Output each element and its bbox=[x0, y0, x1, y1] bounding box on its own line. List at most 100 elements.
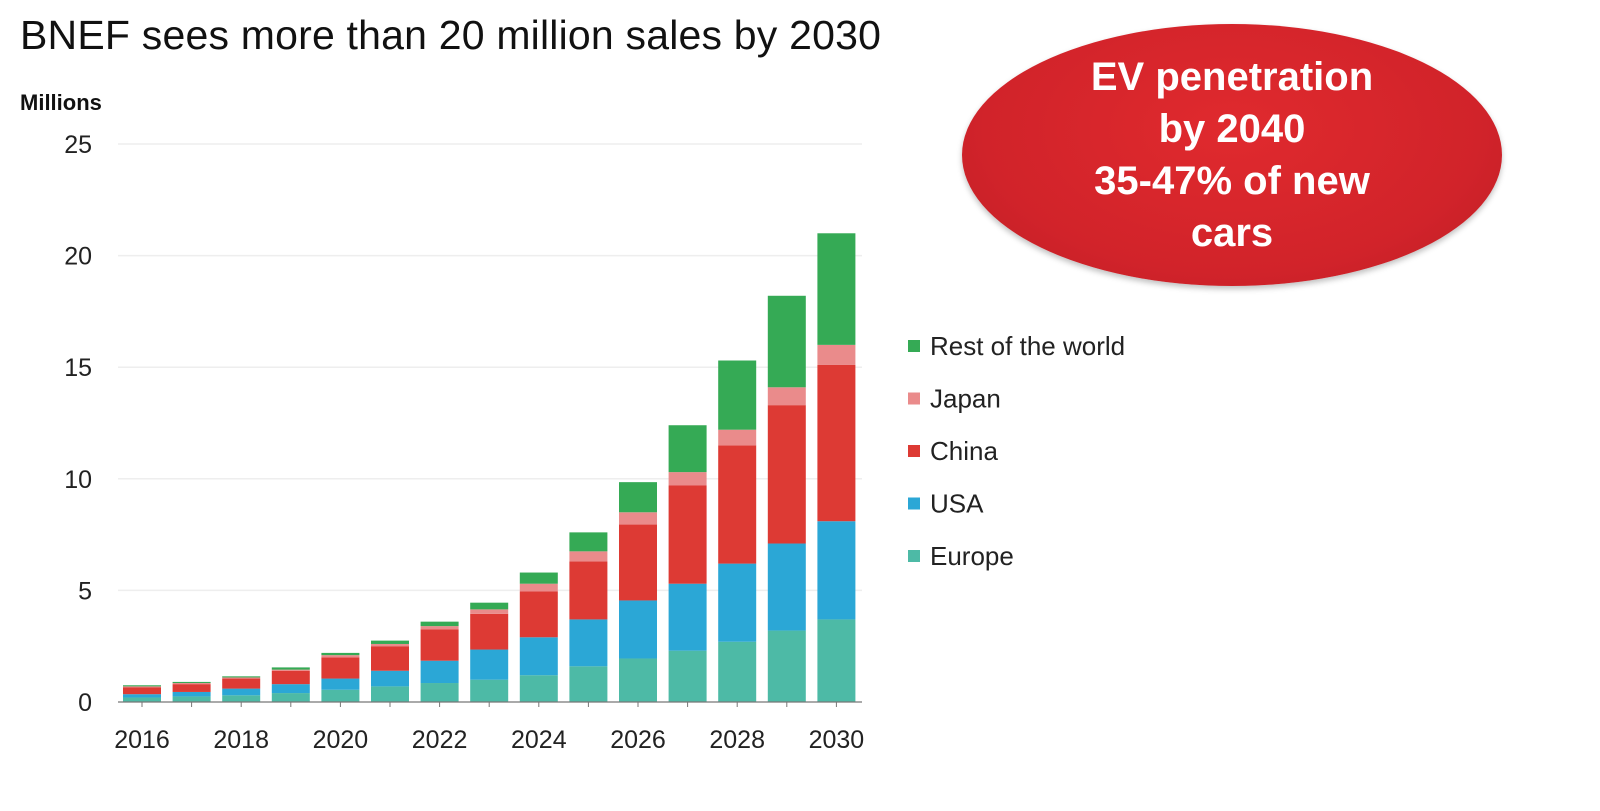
bar-segment bbox=[172, 696, 211, 702]
bar-segment bbox=[321, 657, 360, 679]
bar-segment bbox=[271, 684, 310, 694]
bar-segment bbox=[321, 678, 360, 690]
bar-segment bbox=[222, 695, 261, 702]
legend-label: Rest of the world bbox=[930, 331, 1125, 361]
x-tick-label: 2022 bbox=[412, 726, 468, 754]
bar-segment bbox=[569, 619, 608, 667]
x-tick-label: 2028 bbox=[709, 726, 765, 754]
bar-segment bbox=[123, 687, 161, 695]
y-tick-label: 25 bbox=[64, 131, 92, 159]
bar-segment bbox=[619, 524, 657, 601]
y-tick-label: 20 bbox=[64, 243, 92, 271]
bar-segment bbox=[718, 429, 757, 446]
callout-line: cars bbox=[1190, 211, 1274, 255]
bar-segment bbox=[172, 681, 211, 684]
bar-segment bbox=[817, 364, 856, 522]
callout-line: EV penetration bbox=[1090, 55, 1374, 99]
legend-label: Europe bbox=[930, 541, 1014, 571]
bar-segment bbox=[271, 670, 310, 685]
bar-segment bbox=[817, 521, 856, 620]
bar-segment bbox=[371, 643, 409, 647]
legend-swatch bbox=[908, 550, 920, 562]
bar-segment bbox=[470, 679, 509, 702]
legend-swatch bbox=[908, 340, 920, 352]
bar-segment bbox=[222, 676, 261, 678]
bar-segment bbox=[569, 666, 608, 702]
bar-segment bbox=[569, 551, 608, 562]
bar-segment bbox=[420, 683, 459, 702]
bar-segment bbox=[718, 360, 757, 430]
bar-segment bbox=[668, 485, 707, 584]
bar-segment bbox=[420, 626, 459, 630]
x-tick-label: 2016 bbox=[114, 726, 170, 754]
x-tick-label: 2020 bbox=[313, 726, 369, 754]
bar-segment bbox=[321, 655, 360, 658]
bar-segment bbox=[470, 602, 509, 610]
bar-segment bbox=[668, 425, 707, 473]
axes: 0 5 10 15 20 25 Millions 2016 2018 2020 2022 2024 20… bbox=[20, 90, 864, 754]
bar-segment bbox=[271, 693, 310, 702]
bar-segment bbox=[172, 683, 211, 685]
bar-segment bbox=[619, 512, 657, 525]
bar-segment bbox=[470, 649, 509, 680]
legend-label: China bbox=[930, 436, 998, 466]
bar-segment bbox=[420, 660, 459, 684]
bar-segment bbox=[519, 591, 558, 638]
bar-segment bbox=[619, 482, 657, 513]
y-tick-label: 15 bbox=[64, 354, 92, 382]
bar-segment bbox=[123, 694, 161, 698]
ev-penetration-callout: EV penetration by 2040 35-47% of new car… bbox=[962, 24, 1502, 286]
bar-segment bbox=[222, 677, 261, 679]
x-tick-label: 2030 bbox=[809, 726, 865, 754]
legend-label: USA bbox=[930, 489, 984, 519]
bar-segment bbox=[817, 344, 856, 365]
bar-segment bbox=[569, 561, 608, 620]
legend-label: Japan bbox=[930, 384, 1001, 414]
bar-segment bbox=[767, 387, 806, 406]
bar-segment bbox=[668, 472, 707, 486]
bar-segment bbox=[123, 686, 161, 688]
bar-segment bbox=[321, 652, 360, 656]
bar-segment bbox=[470, 613, 509, 650]
x-tick-label: 2018 bbox=[213, 726, 269, 754]
bar-segment bbox=[718, 445, 757, 564]
x-tick-label: 2024 bbox=[511, 726, 567, 754]
legend-swatch bbox=[908, 392, 920, 405]
bar-segment bbox=[420, 629, 459, 661]
bar-segment bbox=[767, 405, 806, 544]
bar-segment bbox=[668, 650, 707, 702]
bar-segment bbox=[222, 678, 261, 689]
bar-segment bbox=[371, 640, 409, 644]
bar-segment bbox=[718, 641, 757, 702]
y-tick-label: 5 bbox=[78, 577, 92, 605]
bar-segment bbox=[619, 600, 657, 659]
bar-segment bbox=[767, 543, 806, 631]
x-tick-label: 2026 bbox=[610, 726, 666, 754]
bar-segment bbox=[619, 658, 657, 702]
bar-segment bbox=[371, 646, 409, 671]
callout-line: 35-47% of new bbox=[1094, 159, 1370, 203]
bar-segment bbox=[271, 667, 310, 670]
bar-segment bbox=[718, 563, 757, 642]
bar-segment bbox=[519, 675, 558, 702]
bar-segment bbox=[817, 619, 856, 702]
bar-segment bbox=[420, 621, 459, 627]
y-tick-label: 0 bbox=[78, 689, 92, 717]
bar-segment bbox=[321, 689, 360, 702]
bar-segment bbox=[123, 685, 161, 687]
bar-segment bbox=[222, 688, 261, 696]
bar-segment bbox=[519, 637, 558, 676]
bar-segment bbox=[767, 295, 806, 388]
bar-segment bbox=[817, 233, 856, 345]
bar-segment bbox=[470, 609, 509, 614]
bar-segment bbox=[172, 691, 211, 697]
bar-segment bbox=[519, 583, 558, 592]
callout-line: by 2040 bbox=[1158, 107, 1306, 151]
bars bbox=[123, 233, 856, 702]
bar-segment bbox=[569, 532, 608, 552]
legend-swatch bbox=[908, 445, 920, 457]
legend: Rest of the world Japan China USA Europe bbox=[908, 331, 1125, 571]
bar-segment bbox=[767, 630, 806, 702]
